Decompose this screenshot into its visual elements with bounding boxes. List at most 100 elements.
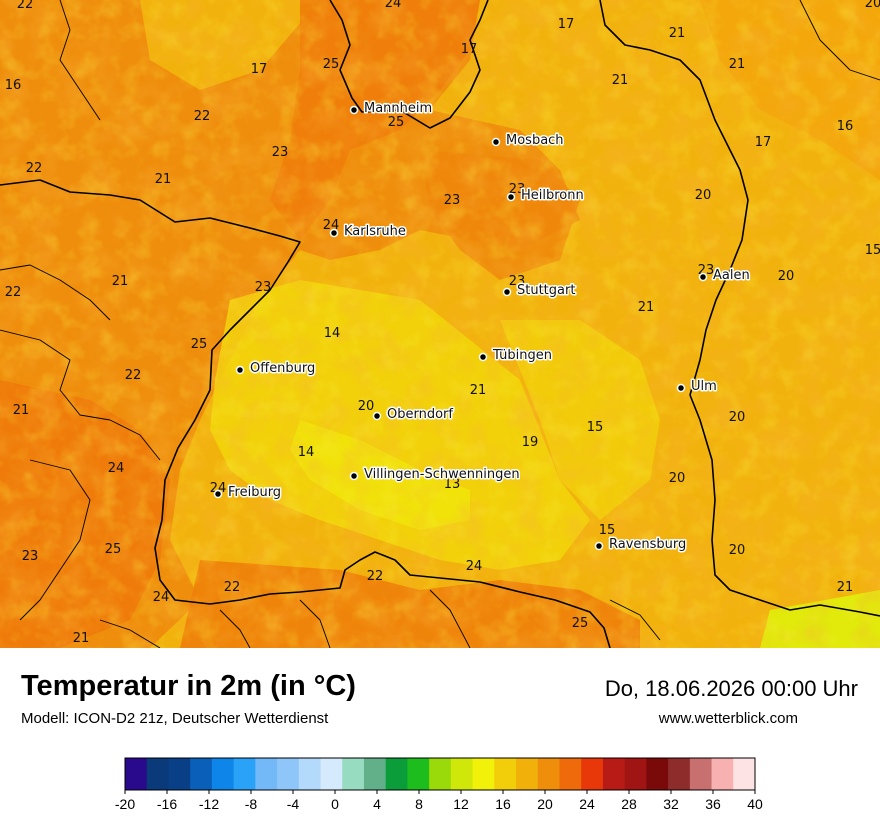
color-scale-tick-label: 36 [705,796,721,812]
color-scale-tick-label: 40 [747,796,763,812]
city-label: Karlsruhe [344,224,406,239]
color-scale-tick-label: -8 [245,796,258,812]
website-link[interactable]: www.wetterblick.com [658,710,798,727]
color-scale-swatch [581,758,604,790]
temperature-value-label: 21 [669,26,686,41]
color-scale-tick-label: 28 [621,796,637,812]
city-label: Stuttgart [517,283,575,298]
temperature-value-label: 24 [466,559,483,574]
color-scale-swatch [537,758,560,790]
temperature-value-label: 24 [108,461,125,476]
temperature-value-label: 22 [224,580,241,595]
city-marker [478,352,488,362]
temperature-value-label: 25 [323,57,340,72]
district-borders [0,0,880,648]
temperature-value-label: 22 [5,285,22,300]
color-scale-swatch [450,758,474,790]
color-scale-swatch [146,758,169,790]
city-marker [213,489,223,499]
city-label: Ravensburg [609,537,686,552]
color-scale-swatch [233,758,256,790]
color-scale-swatch [516,758,539,790]
color-scale-tick-label: 8 [415,796,423,812]
temperature-value-label: 20 [778,269,795,284]
temperature-value-label: 20 [358,399,375,414]
temperature-value-label: 22 [194,109,211,124]
temperature-value-label: 16 [5,78,22,93]
city-label: Offenburg [250,361,315,376]
color-scale: -20 -16 -12 -8 -4 0 4 8 12 16 20 24 28 32 36 40 [0,750,880,830]
temperature-value-label: 20 [729,410,746,425]
temperature-value-label: 23 [444,193,461,208]
color-scale-border [124,757,756,791]
color-scale-swatch [320,758,343,790]
temperature-value-label: 24 [385,0,402,11]
color-scale-swatch [602,758,626,790]
temperature-value-label: 21 [13,403,30,418]
city-label: Tübingen [492,348,552,363]
color-scale-swatch [190,758,213,790]
color-scale-swatch [298,758,322,790]
city-label: Ulm [691,379,717,394]
temperature-value-label: 17 [251,62,268,77]
forecast-datetime: Do, 18.06.2026 00:00 Uhr [604,676,858,701]
city-label: Freiburg [228,485,281,500]
temperature-value-label: 15 [865,243,880,258]
value-labels: 22 24 20 16 17 25 17 21 21 17 21 22 25 16 23 22 17 21 23 23… [5,0,880,646]
color-scale-swatch [733,758,756,790]
temperature-value-label: 20 [669,471,686,486]
color-scale-swatch [689,758,713,790]
city-label: Villingen-Schwenningen [364,467,520,482]
color-scale-tick-label: -16 [157,796,177,812]
temperature-value-label: 22 [17,0,34,12]
temperature-value-label: 24 [210,481,227,496]
temperature-value-label: 22 [367,569,384,584]
temperature-map-svg: 22 24 20 16 17 25 17 21 21 17 21 22 25 16 23 22 17 21 23 23… [0,0,880,648]
city-label: Aalen [713,268,750,283]
color-scale-swatch [407,758,430,790]
temperature-value-label: 24 [153,590,170,605]
city-label: Heilbronn [521,188,584,203]
temperature-value-label: 21 [470,383,487,398]
temperature-map: 22 24 20 16 17 25 17 21 21 17 21 22 25 16 23 22 17 21 23 23… [0,0,880,648]
city-marker [676,383,686,393]
color-scale-swatch [211,758,235,790]
color-scale-swatch [168,758,191,790]
temperature-value-label: 20 [865,0,880,11]
color-scale-swatch [125,758,148,790]
color-scale-swatch [429,758,452,790]
color-scale-swatch [385,758,408,790]
color-scale-tick-label: 32 [663,796,679,812]
temperature-value-label: 21 [729,57,746,72]
temperature-value-label: 25 [191,337,208,352]
temperature-value-label: 17 [558,17,575,32]
temperature-value-label: 21 [638,300,655,315]
color-scale-swatch [255,758,278,790]
temperature-value-label: 22 [26,161,43,176]
city-marker [502,287,512,297]
color-scale-tick-label: 0 [331,796,339,812]
state-borders [0,0,880,648]
color-scale-tick-label: 20 [537,796,553,812]
temperature-value-label: 20 [695,188,712,203]
temperature-value-label: 21 [155,172,172,187]
color-scale-swatch [646,758,669,790]
city-label: Oberndorf [387,407,453,422]
temperature-value-label: 23 [255,280,272,295]
temperature-value-label: 25 [572,616,589,631]
city-marker [506,192,516,202]
color-scale-swatch [711,758,734,790]
city-marker [349,471,359,481]
temperature-value-label: 21 [73,631,90,646]
temperature-value-label: 22 [125,368,142,383]
temperature-value-label: 17 [461,42,478,57]
color-scale-tick-label: -4 [287,796,300,812]
color-scale-tick-label: 12 [453,796,469,812]
color-scale-swatch [494,758,517,790]
color-scale-tick-label: -12 [199,796,219,812]
color-scale-tick-label: 16 [495,796,511,812]
color-scale-swatch [472,758,495,790]
city-marker [349,105,359,115]
color-scale-swatch [624,758,647,790]
temperature-value-label: 23 [22,549,39,564]
